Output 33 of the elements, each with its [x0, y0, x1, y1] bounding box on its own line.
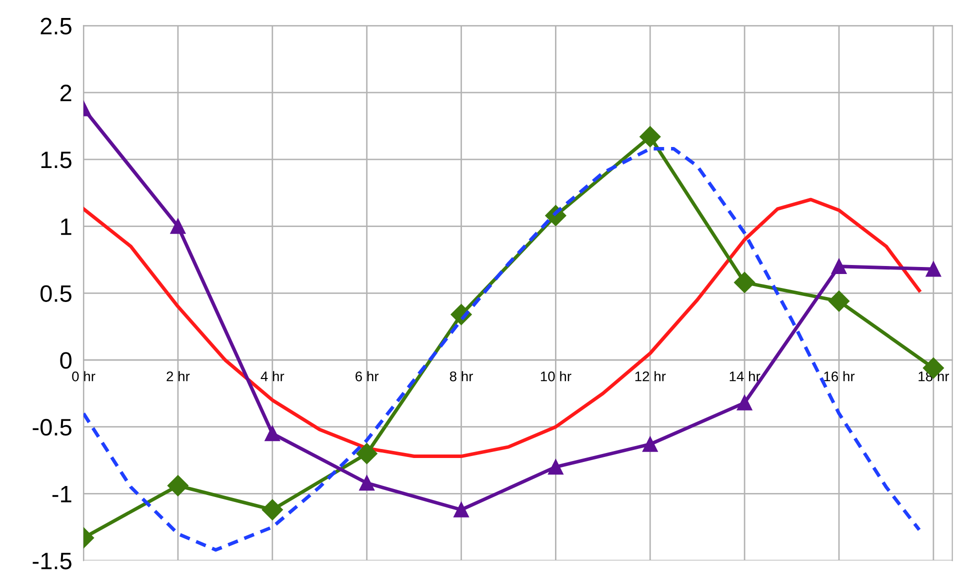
- y-tick-label: 0.5: [40, 285, 72, 302]
- x-tick-label: 10 hr: [540, 371, 572, 382]
- point: [548, 459, 564, 475]
- x-tick-label: 14 hr: [730, 371, 760, 382]
- y-tick-label: 0: [60, 352, 72, 369]
- point: [454, 502, 469, 518]
- x-tick-label: 12 hr: [635, 371, 666, 382]
- x-tick-label: 16 hr: [824, 371, 855, 382]
- x-tick-label: 4 hr: [260, 371, 284, 382]
- point: [264, 426, 280, 442]
- x-tick-label: 8 hr: [450, 371, 473, 382]
- y-tick-label: -1.5: [32, 552, 72, 570]
- point: [356, 443, 378, 464]
- point: [926, 261, 942, 277]
- point: [262, 499, 283, 520]
- x-tick-label: 0 hr: [72, 371, 96, 382]
- point: [167, 475, 188, 496]
- x-tick-label: 2 hr: [166, 371, 190, 382]
- y-tick-label: 1: [61, 218, 72, 235]
- point: [734, 272, 756, 293]
- point: [359, 475, 374, 491]
- y-tick-label: 2: [60, 84, 72, 102]
- point: [170, 218, 186, 234]
- y-tick-label: 1.5: [41, 152, 72, 168]
- x-tick-label: 6 hr: [356, 371, 379, 382]
- point: [828, 290, 850, 312]
- point: [640, 126, 661, 148]
- point: [642, 436, 658, 452]
- point: [831, 258, 847, 274]
- point: [736, 395, 752, 410]
- y-tick-label: 2.5: [40, 18, 72, 35]
- y-tick-label: -0.5: [32, 418, 72, 436]
- y-tick-label: -1: [52, 486, 72, 502]
